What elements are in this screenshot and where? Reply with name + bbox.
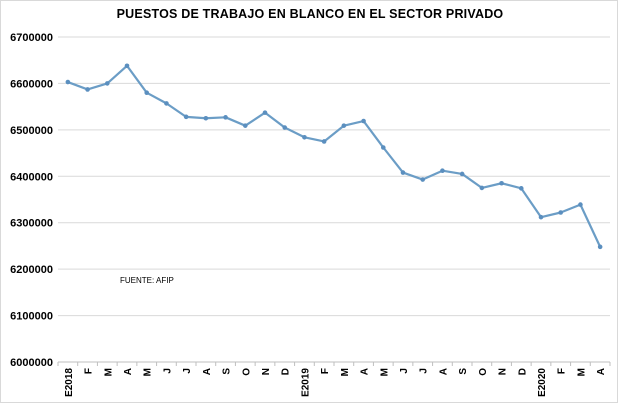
x-tick-label: A (596, 368, 607, 375)
data-point (242, 123, 248, 128)
y-tick-label: 6500000 (10, 125, 53, 137)
y-tick-label: 6700000 (10, 32, 53, 44)
data-point (144, 90, 150, 96)
x-tick-label: N (498, 368, 509, 375)
data-point (361, 118, 366, 124)
data-point (558, 210, 564, 215)
data-point (459, 171, 465, 177)
x-tick-label: A (438, 368, 449, 375)
x-tick-label: S (222, 368, 233, 375)
source-note: FUENTE: AFIP (120, 276, 174, 285)
x-tick-label: J (399, 368, 410, 374)
x-tick-label: A (360, 368, 371, 375)
data-point (499, 180, 504, 186)
x-tick-label: E2020 (537, 368, 548, 397)
x-tick-label: E2018 (64, 368, 75, 397)
data-point (104, 81, 110, 86)
data-point (578, 202, 583, 207)
x-tick-label: J (182, 368, 193, 374)
data-point (85, 87, 90, 92)
y-tick-label: 6000000 (10, 357, 53, 369)
x-tick-label: D (281, 368, 292, 375)
x-tick-label: F (84, 368, 95, 374)
data-point (223, 115, 228, 120)
data-point (479, 185, 485, 191)
x-tick-label: J (419, 368, 430, 374)
data-point (400, 170, 406, 175)
data-point (183, 114, 189, 120)
data-point (262, 110, 268, 115)
data-point (203, 115, 209, 121)
x-tick-label: A (123, 368, 134, 375)
data-point (597, 244, 603, 250)
x-tick-label: M (143, 368, 154, 376)
x-tick-label: O (241, 368, 252, 376)
data-point (341, 123, 347, 128)
x-tick-label: M (576, 368, 587, 376)
data-point (65, 79, 71, 85)
data-point (124, 63, 130, 69)
x-tick-label: M (103, 368, 114, 376)
data-point (321, 139, 327, 144)
y-tick-label: 6400000 (10, 171, 53, 183)
x-tick-label: S (458, 368, 469, 375)
x-tick-label: D (517, 368, 528, 375)
x-tick-label: F (320, 368, 331, 374)
x-tick-label: M (379, 368, 390, 376)
data-point (380, 145, 386, 150)
data-point (420, 177, 426, 182)
series-line (67, 64, 602, 248)
data-point (538, 214, 544, 220)
x-tick-label: N (261, 368, 272, 375)
x-tick-label: O (478, 368, 489, 376)
x-tick-label: F (557, 368, 568, 374)
data-point (302, 134, 307, 140)
x-tick-label: J (162, 368, 173, 374)
chart-title: PUESTOS DE TRABAJO EN BLANCO EN EL SECTO… (116, 7, 504, 21)
y-tick-label: 6600000 (10, 78, 53, 90)
y-tick-label: 6200000 (10, 264, 53, 276)
data-point (282, 125, 288, 130)
data-point (164, 101, 169, 106)
x-tick-label: E2019 (300, 368, 311, 397)
data-point (440, 168, 445, 174)
data-point (518, 186, 524, 191)
x-tick-label: A (202, 368, 213, 375)
y-tick-label: 6300000 (10, 218, 53, 230)
x-tick-label: M (340, 368, 351, 376)
y-tick-label: 6100000 (10, 311, 53, 323)
